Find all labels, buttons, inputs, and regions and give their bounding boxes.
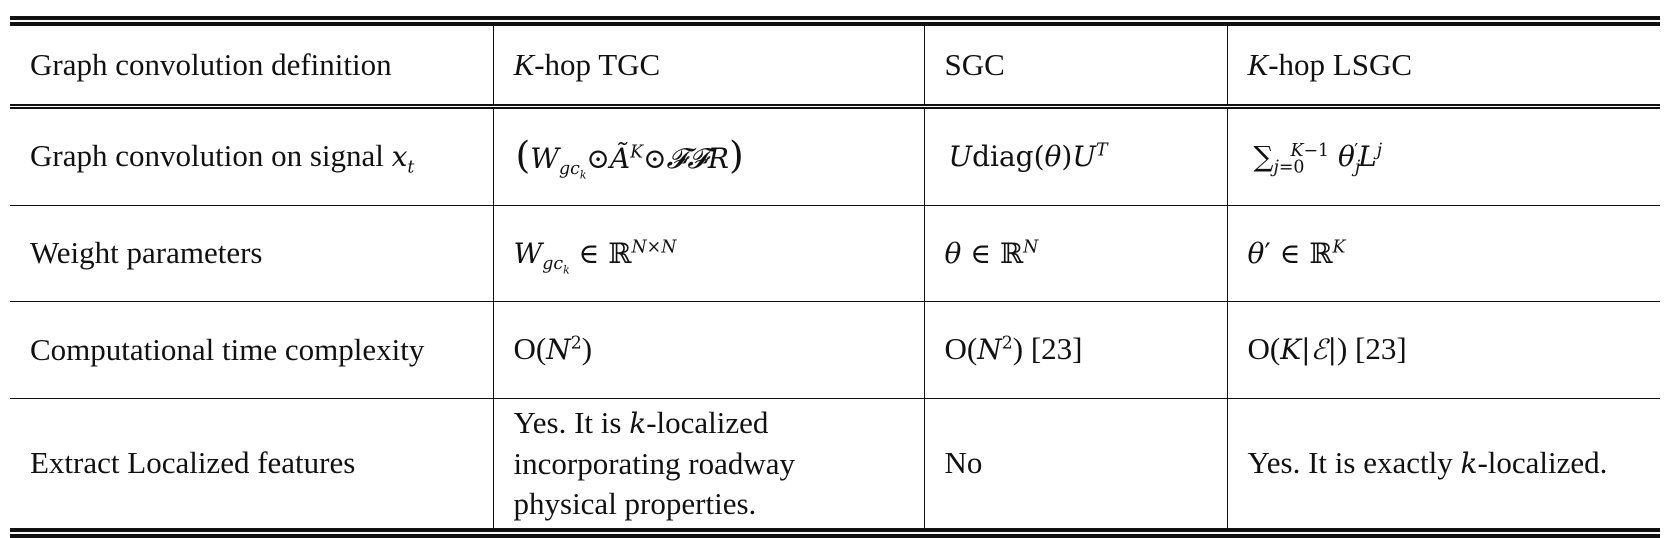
row-label-localized-features: Extract Localized features [30,445,356,480]
localized-lsgc: Yes. It is exactly k-localized. [1226,398,1660,528]
weights-lsgc: θ′ ∈ ℝK [1226,205,1660,301]
localized-tgc-line2: incorporating roadway [513,445,795,481]
formula-tgc-rendered: (Wgck⊙ÃK⊙𝓕𝓕R) [515,132,744,182]
bottom-double-rule [10,527,1660,538]
graph-convolution-comparison-table: Graph convolution definition K-hop TGC S… [10,26,1660,528]
table-row-weight-parameters: Weight parameters Wgck ∈ ℝN×N θ ∈ ℝN θ′ … [10,205,1660,301]
complexity-lsgc: O(K|ℰ|) [23] [1226,301,1660,398]
localized-tgc-line3: physical properties. [513,485,757,521]
weights-sgc-rendered: θ ∈ ℝN [944,236,1039,270]
table-header-row: Graph convolution definition K-hop TGC S… [10,26,1660,106]
header-k-hop-tgc: K-hop TGC [492,26,924,106]
header-k-hop-lsgc: K-hop LSGC [1226,26,1660,106]
table-row-convolution-formula: Graph convolution on signal xt (Wgck⊙ÃK⊙… [10,106,1660,205]
weights-tgc: Wgck ∈ ℝN×N [492,205,924,301]
row-label-weight-parameters: Weight parameters [30,235,263,270]
header-definition: Graph convolution definition [30,46,392,82]
formula-sgc-rendered: Udiag(θ)UT [948,140,1108,173]
formula-lsgc: ∑j=0K−1 θj′Lj [1226,106,1660,205]
weights-tgc-rendered: Wgck ∈ ℝN×N [513,236,677,277]
complexity-sgc: O(N2) [23] [923,301,1227,398]
complexity-tgc-rendered: O(N2) [513,331,593,366]
weights-sgc: θ ∈ ℝN [923,205,1227,301]
table-row-localized-features: Extract Localized features Yes. It is k-… [10,398,1660,528]
formula-tgc: (Wgck⊙ÃK⊙𝓕𝓕R) [492,106,924,205]
row-label-convolution-on-signal: Graph convolution on signal xt [30,138,415,178]
localized-tgc-line1: Yes. It is k-localized [513,404,769,440]
table-row-time-complexity: Computational time complexity O(N2) O(N2… [10,301,1660,398]
comparison-table-container: Graph convolution definition K-hop TGC S… [10,16,1660,538]
complexity-lsgc-rendered: O(K|ℰ|) [1247,331,1348,366]
complexity-tgc: O(N2) [492,301,924,398]
localized-sgc: No [923,398,1227,528]
localized-tgc: Yes. It is k-localized incorporating roa… [492,398,924,528]
row-label-time-complexity: Computational time complexity [30,331,425,367]
formula-lsgc-rendered: ∑j=0K−1 θj′Lj [1253,140,1383,178]
header-sgc: SGC [923,26,1227,106]
complexity-sgc-rendered: O(N2) [944,331,1024,366]
weights-lsgc-rendered: θ′ ∈ ℝK [1247,236,1346,270]
formula-sgc: Udiag(θ)UT [923,106,1227,205]
top-double-rule [10,16,1660,26]
